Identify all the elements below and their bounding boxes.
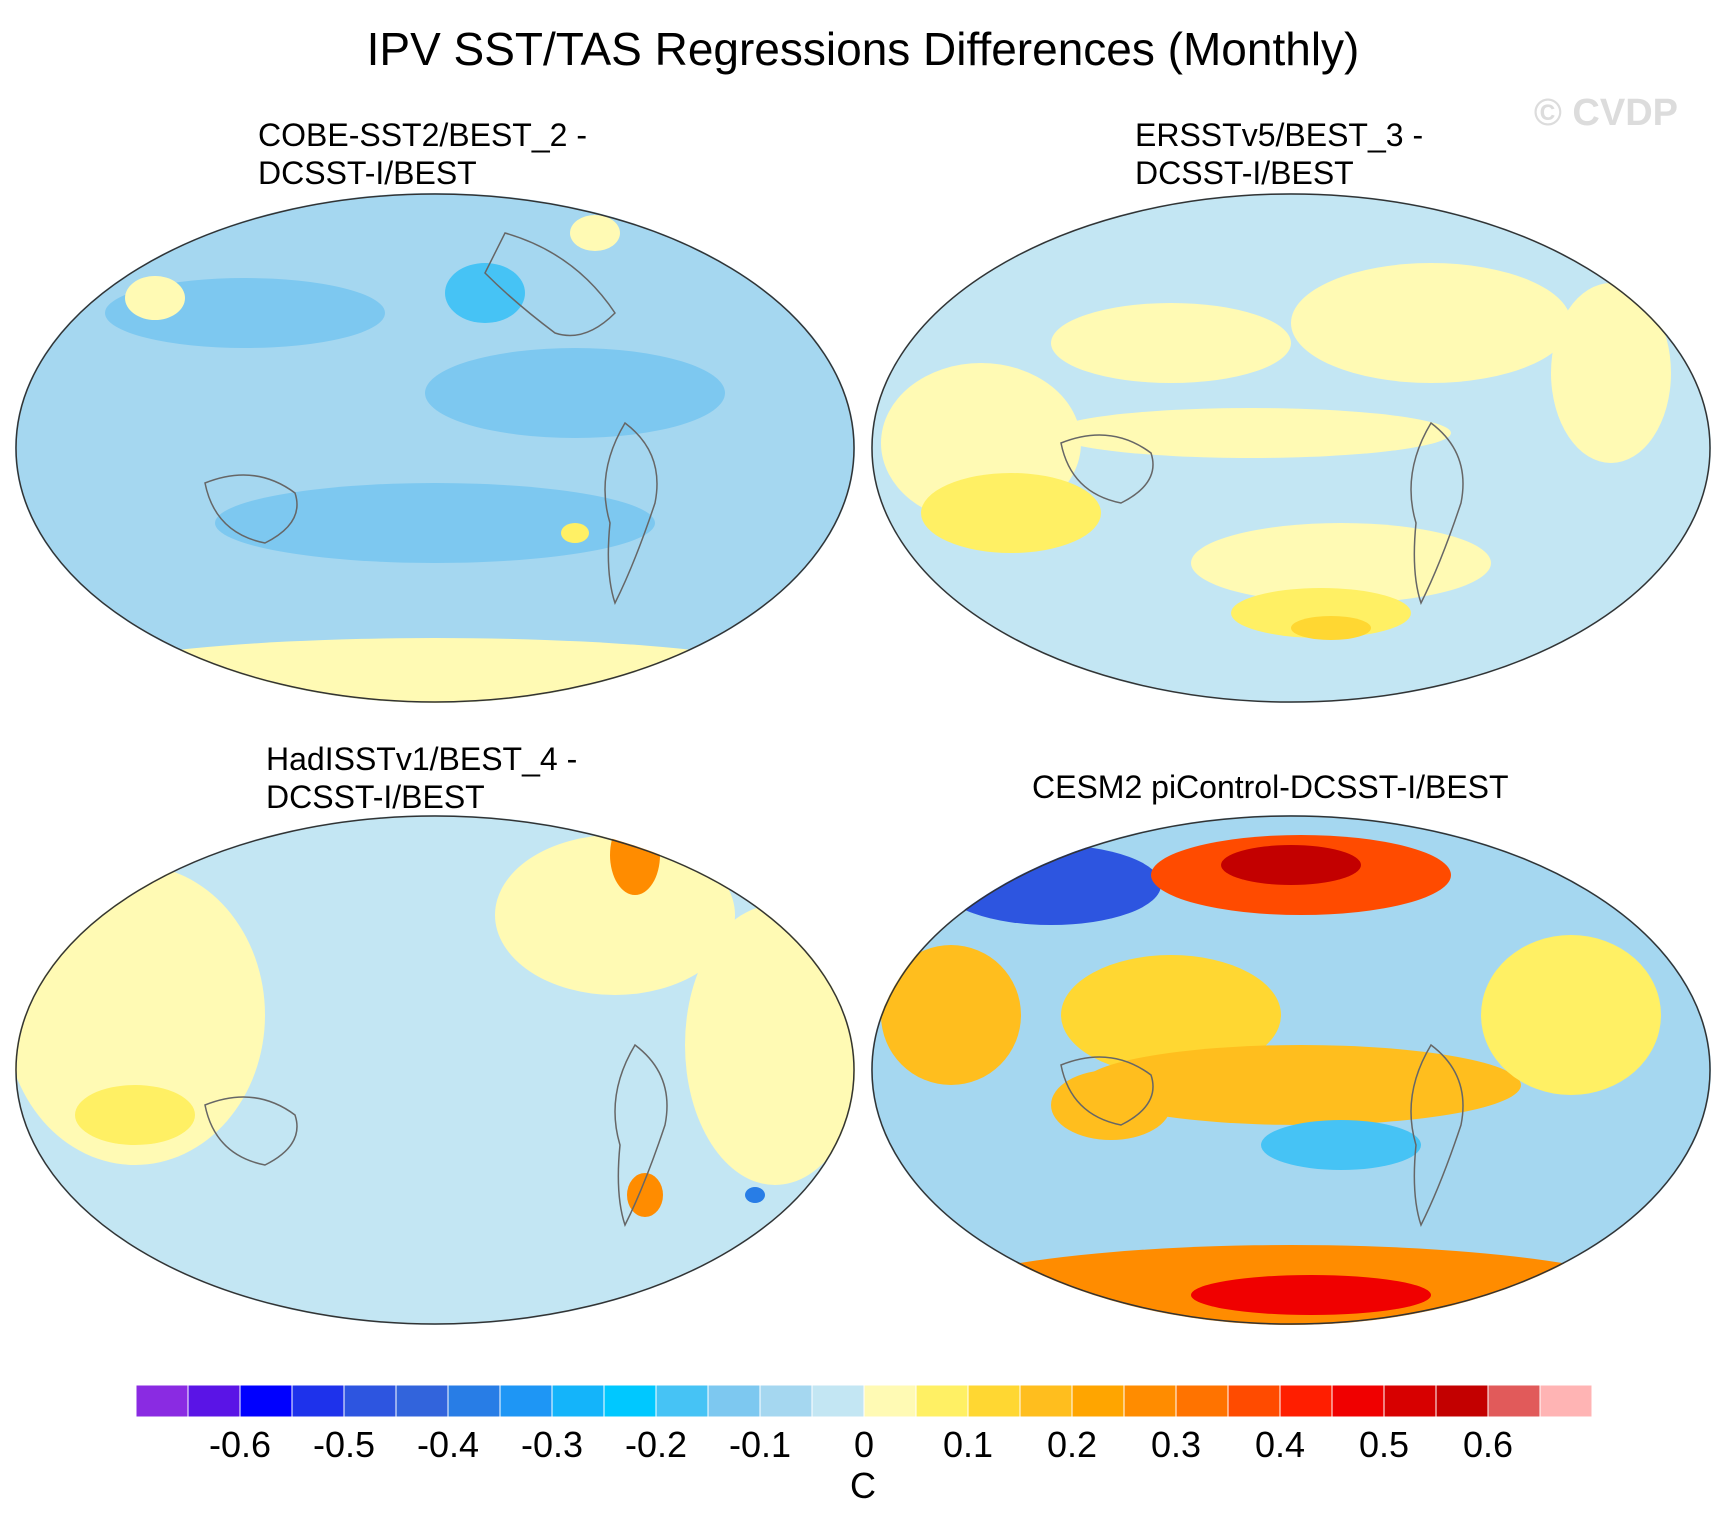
panel-4-anomaly (1481, 935, 1661, 1095)
panel-3-title-line1: HadISSTv1/BEST_4 - (266, 741, 578, 777)
panel-4-anomaly (1191, 1275, 1431, 1315)
panel-3-coastline (204, 1096, 298, 1166)
colorbar-box (291, 1385, 345, 1418)
panel-2-title: ERSSTv5/BEST_3 - DCSST-I/BEST (1135, 116, 1423, 192)
panel-4-map (871, 815, 1711, 1325)
panel-1-coastline (204, 474, 298, 544)
panel-2-anomaly (1051, 408, 1451, 458)
colorbar-box (1331, 1385, 1385, 1418)
colorbar-box (187, 1385, 241, 1418)
colorbar-tick-label: -0.2 (625, 1424, 687, 1465)
colorbar-box (1539, 1385, 1592, 1418)
colorbar-box (1279, 1385, 1333, 1418)
panel-1-anomaly (125, 276, 185, 320)
panel-4-anomaly (1221, 845, 1361, 885)
colorbar: -0.6 -0.5 -0.4 -0.3 -0.2 -0.1 0 0.1 0.2 0.3 0.4 0.5… (136, 1385, 1592, 1465)
colorbar-box (707, 1385, 761, 1418)
panel-3-coastline (614, 1043, 668, 1227)
colorbar-box (1227, 1385, 1281, 1418)
colorbar-tick-label: 0.6 (1463, 1424, 1513, 1465)
panel-4-title: CESM2 piControl-DCSST-I/BEST (1032, 768, 1509, 806)
colorbar-box (1383, 1385, 1437, 1418)
colorbar-box (551, 1385, 605, 1418)
colorbar-tick-label: -0.6 (209, 1424, 271, 1465)
colorbar-box (759, 1385, 813, 1418)
colorbar-box (603, 1385, 657, 1418)
panel-3-anomaly (610, 815, 660, 895)
panel-2-coastline (1060, 434, 1154, 504)
panel-3-map (15, 815, 855, 1325)
panel-1-anomaly (215, 483, 655, 563)
colorbar-tick-label: -0.5 (313, 1424, 375, 1465)
panel-2-anomaly (1291, 263, 1571, 383)
panel-1-coastline (484, 232, 616, 337)
colorbar-labels: -0.6 -0.5 -0.4 -0.3 -0.2 -0.1 0 0.1 0.2 0.3 0.4 0.5… (209, 1424, 1513, 1465)
panel-1-map (15, 193, 855, 703)
colorbar-box (1435, 1385, 1489, 1418)
colorbar-box (655, 1385, 709, 1418)
panel-4-coastline (1060, 1056, 1154, 1126)
colorbar-tick-label: 0.5 (1359, 1424, 1409, 1465)
panel-2-title-line1: ERSSTv5/BEST_3 - (1135, 117, 1424, 153)
panel-2-title-line2: DCSST-I/BEST (1135, 155, 1354, 191)
panel-2-anomaly (1291, 616, 1371, 640)
panel-3-title: HadISSTv1/BEST_4 - DCSST-I/BEST (266, 740, 577, 816)
colorbar-box (1123, 1385, 1177, 1418)
colorbar-units: C (850, 1465, 876, 1506)
panel-1-coastline (604, 421, 658, 605)
panel-4-anomaly (881, 945, 1021, 1085)
panel-3-anomaly (745, 1187, 765, 1203)
colorbar-box (863, 1385, 917, 1418)
cvdp-watermark: © CVDP (1533, 92, 1678, 134)
panel-4-anomaly (1061, 955, 1281, 1075)
figure-title: IPV SST/TAS Regressions Differences (Mon… (366, 23, 1360, 75)
colorbar-box (499, 1385, 553, 1418)
panel-3-anomaly (627, 1173, 663, 1217)
panel-1-title: COBE-SST2/BEST_2 - DCSST-I/BEST (258, 116, 587, 192)
colorbar-box (447, 1385, 501, 1418)
panel-2-coastline (1410, 421, 1464, 605)
panel-1-anomaly (570, 215, 620, 251)
panel-1-title-line1: COBE-SST2/BEST_2 - (258, 117, 587, 153)
panel-4-anomaly (1261, 1120, 1421, 1170)
colorbar-box (343, 1385, 397, 1418)
panel-1-title-line2: DCSST-I/BEST (258, 155, 477, 191)
panel-2-anomaly (1051, 303, 1291, 383)
colorbar-tick-label: -0.3 (521, 1424, 583, 1465)
panel-3-anomaly (495, 835, 735, 995)
panel-2-map (871, 193, 1711, 703)
colorbar-box (915, 1385, 969, 1418)
panel-1-anomaly (55, 638, 815, 703)
colorbar-tick-label: -0.1 (729, 1424, 791, 1465)
colorbar-tick-label: 0.4 (1255, 1424, 1305, 1465)
colorbar-box (811, 1385, 865, 1418)
colorbar-box (1487, 1385, 1541, 1418)
panel-1-field (15, 193, 855, 703)
panel-4-anomaly (941, 845, 1161, 925)
colorbar-box (1071, 1385, 1125, 1418)
colorbar-tick-label: 0 (854, 1424, 874, 1465)
colorbar-box (395, 1385, 449, 1418)
colorbar-box (1019, 1385, 1073, 1418)
colorbar-box (967, 1385, 1021, 1418)
panel-1-anomaly (425, 348, 725, 438)
colorbar-box (136, 1385, 189, 1418)
colorbar-box (1175, 1385, 1229, 1418)
colorbar-tick-label: 0.1 (943, 1424, 993, 1465)
panel-2-anomaly (921, 473, 1101, 553)
colorbar-tick-label: 0.2 (1047, 1424, 1097, 1465)
colorbar-box (239, 1385, 293, 1418)
panel-4-anomaly (1051, 1070, 1171, 1140)
panel-1-anomaly (445, 263, 525, 323)
colorbar-boxes (136, 1385, 1592, 1418)
panel-1-anomaly (561, 523, 589, 543)
colorbar-tick-label: -0.4 (417, 1424, 479, 1465)
panel-3-title-line2: DCSST-I/BEST (266, 779, 485, 815)
panel-4-title-line1: CESM2 piControl-DCSST-I/BEST (1032, 769, 1509, 805)
colorbar-tick-label: 0.3 (1151, 1424, 1201, 1465)
panel-3-anomaly (75, 1085, 195, 1145)
panel-3-anomaly (685, 905, 855, 1185)
panel-4-coastline (1410, 1043, 1464, 1227)
panel-2-anomaly (1551, 283, 1671, 463)
